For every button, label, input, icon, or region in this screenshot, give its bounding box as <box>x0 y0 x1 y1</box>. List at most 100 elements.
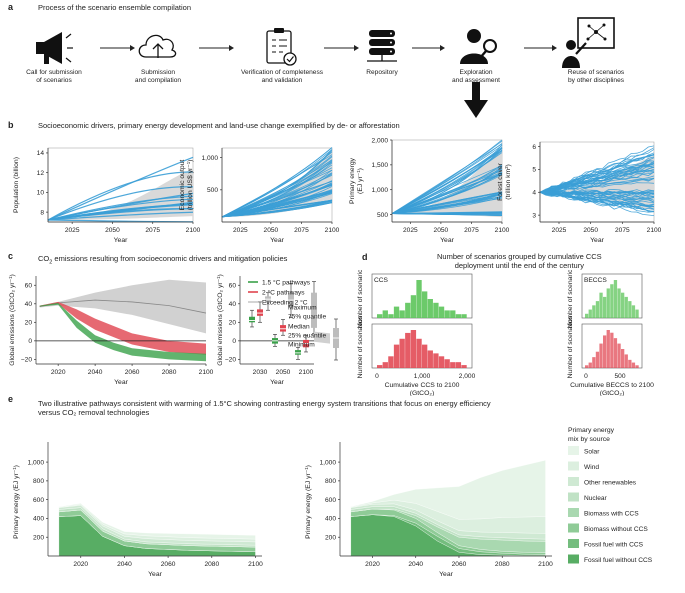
x-tick-label: 2060 <box>125 369 140 376</box>
step-caption-3: Verification of completeness and validati… <box>240 69 324 84</box>
x-axis-title: Year <box>439 571 453 578</box>
hist-bar <box>399 338 405 368</box>
scenario-line <box>221 150 333 218</box>
ccs-x-axis-title-2: (GtCO₂) <box>410 390 435 396</box>
box-iqr <box>311 292 317 328</box>
box-2050-gt2C <box>288 283 294 319</box>
hist-bar <box>585 365 589 368</box>
box-2100-2C <box>303 334 309 353</box>
scenario-line <box>221 156 333 218</box>
x-tick-label: 2050 <box>264 227 279 234</box>
scenario-line <box>539 178 655 194</box>
beccs-x-tick-label: 500 <box>614 373 625 380</box>
scenario-line <box>391 148 503 214</box>
x-tick-label: 2075 <box>294 227 309 234</box>
y-axis-title: Forest cover <box>497 162 504 201</box>
hist-bar <box>621 349 625 368</box>
hist-bar <box>624 296 628 318</box>
hist-bar <box>592 357 596 368</box>
hist-tag: CCS <box>374 277 389 284</box>
y-tick-label: 600 <box>325 497 336 504</box>
box-2050-1.5C <box>272 334 278 347</box>
hist-bar <box>610 284 614 318</box>
hist-bar <box>438 306 445 318</box>
y-tick-label: 60 <box>229 283 237 290</box>
scenario-line <box>539 191 655 211</box>
hist-bar <box>592 305 596 318</box>
hist-bar <box>617 288 621 318</box>
scenario-line <box>539 191 655 217</box>
y-tick-label: 2,000 <box>371 137 388 144</box>
quantile-label: Minimum <box>288 341 315 348</box>
arrow-5-icon <box>524 45 557 51</box>
hist-bar <box>461 314 467 318</box>
hist-bar <box>455 314 462 318</box>
ccs-x-tick-label: 2,000 <box>459 373 476 380</box>
energy-mix-legend: Primary energy mix by source Solar Wind Othe… <box>568 427 653 564</box>
legend-label: 2 °C pathways <box>262 288 305 296</box>
hist-ccs-red <box>371 323 473 369</box>
quantile-label: Maximum <box>288 304 317 311</box>
hist-bar <box>621 292 625 318</box>
hist-bar <box>427 299 433 318</box>
box-2030-2C <box>257 301 263 323</box>
hist-bar <box>427 350 433 368</box>
hist-bar <box>588 309 592 318</box>
x-tick-label: 2100 <box>538 561 553 568</box>
presenter-network-icon <box>562 17 615 68</box>
x-axis-title: Year <box>270 237 284 244</box>
y-tick-label: 3 <box>532 212 536 219</box>
legend-label: Nuclear <box>584 495 608 502</box>
hist-bar <box>455 362 462 368</box>
step-caption-6: Reuse of scenarios by other disciplines <box>567 69 625 84</box>
legend-swatch <box>568 523 579 533</box>
box-2100-1.5C <box>295 346 301 360</box>
scenario-line <box>47 186 194 221</box>
x-tick-label: 2080 <box>204 561 219 568</box>
hist-bar <box>595 351 600 368</box>
process-flow <box>36 17 615 118</box>
hist-bar <box>422 291 428 318</box>
y-tick-label: −20 <box>21 357 33 364</box>
x-tick-label: 2060 <box>452 561 467 568</box>
hist-bar <box>388 314 394 318</box>
legend-title: Primary energy <box>568 427 615 434</box>
beccs-y-axis-title-top: Number of scenarios <box>567 270 574 328</box>
hist-bar <box>588 362 592 368</box>
step-caption-2: Submission and compilation <box>134 69 182 84</box>
person-magnifier-icon <box>460 29 497 64</box>
exceeding-2c-band <box>39 279 207 334</box>
x-tick-label: 2050 <box>583 227 598 234</box>
y-tick-label: 1,500 <box>371 162 388 169</box>
database-icon <box>367 30 397 62</box>
hist-bar <box>405 302 411 318</box>
beccs-x-axis-title-2: (GtCO₂) <box>600 390 625 396</box>
down-arrow-icon <box>464 82 488 118</box>
legend-label: Solar <box>584 449 600 456</box>
hist-bar <box>382 362 388 368</box>
x-tick-label: 2020 <box>73 561 88 568</box>
box-x-tick-label: 2030 <box>253 369 268 376</box>
ccs-y-axis-title-bottom: Number of scenarios <box>357 315 364 378</box>
hist-bar <box>388 356 394 368</box>
box-x-tick-label: 2100 <box>299 369 314 376</box>
y-tick-label: 800 <box>33 478 44 485</box>
hist-bar <box>631 305 636 318</box>
ccs-x-tick-label: 1,000 <box>414 373 431 380</box>
clipboard-check-icon <box>266 28 297 66</box>
y-tick-label: 500 <box>377 212 388 219</box>
y-axis-title: Economic output <box>179 160 186 211</box>
hist-bar <box>410 330 417 368</box>
scenario-line <box>539 190 655 195</box>
emissions-boxplots: −20 0 20 40 60 Global emissions (GtCO₂ yr⁻¹) 2… <box>217 274 317 386</box>
box-x-axis-title: Year <box>270 379 284 386</box>
hist-bar <box>416 280 422 318</box>
arrow-2-icon <box>199 45 234 51</box>
2c-pathways-band <box>39 301 207 355</box>
y-axis-title: Global emissions (GtCO₂ yr⁻¹) <box>9 274 16 366</box>
y-tick-label: 20 <box>229 320 237 327</box>
x-tick-label: 2100 <box>647 227 662 234</box>
x-tick-label: 2075 <box>615 227 630 234</box>
